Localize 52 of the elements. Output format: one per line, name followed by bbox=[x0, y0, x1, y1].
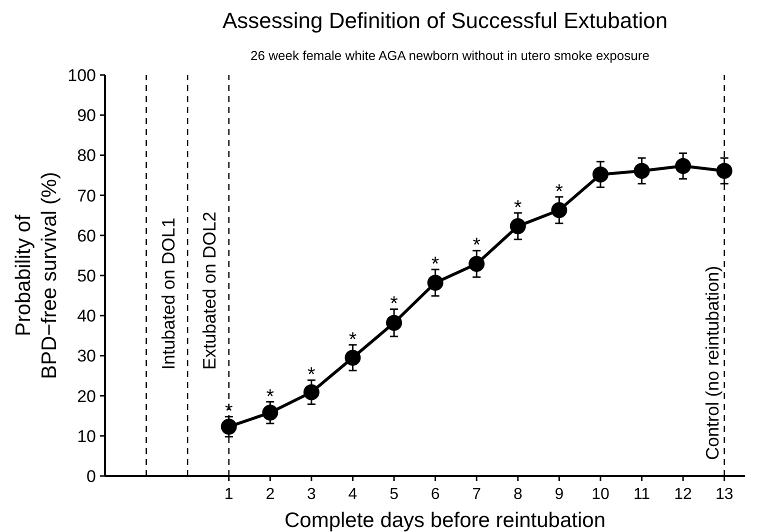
point bbox=[675, 158, 692, 174]
point bbox=[592, 166, 608, 182]
x-tick-label: 2 bbox=[266, 486, 275, 503]
y-tick-label: 100 bbox=[68, 66, 96, 85]
x-tick-label: 6 bbox=[430, 486, 440, 503]
y-tick-label: 30 bbox=[77, 346, 96, 366]
annotation: * bbox=[472, 234, 481, 257]
ref-line-label: Intubated on DOL1 bbox=[158, 218, 178, 370]
y-tick-label: 40 bbox=[77, 306, 96, 326]
annotation: * bbox=[308, 364, 316, 386]
y-tick-label: 80 bbox=[77, 146, 96, 166]
point bbox=[716, 162, 732, 179]
y-axis-title: Probability of BPD−free survival (%) bbox=[12, 172, 61, 380]
annotation: * bbox=[390, 293, 398, 316]
x-tick-label: 12 bbox=[674, 486, 692, 503]
x-axis-title: Complete days before reintubation bbox=[284, 509, 606, 532]
x-tick-label: 11 bbox=[633, 486, 650, 503]
y-tick-label: 10 bbox=[77, 426, 96, 446]
chart-subtitle: 26 week female white AGA newborn without in utero smoke exposure bbox=[250, 48, 650, 63]
x-tick-label: 1 bbox=[224, 486, 234, 503]
point bbox=[510, 218, 526, 234]
point bbox=[262, 404, 278, 421]
ref-line-label: Extubated on DOL2 bbox=[200, 212, 220, 370]
point bbox=[468, 256, 485, 272]
point bbox=[634, 162, 650, 179]
annotation: * bbox=[348, 328, 357, 351]
x-tick-label: 8 bbox=[513, 486, 522, 503]
x-tick-label: 3 bbox=[307, 486, 316, 503]
x-tick-label: 4 bbox=[348, 486, 358, 503]
x-tick-label: 7 bbox=[472, 486, 482, 503]
point bbox=[220, 418, 237, 435]
x-tick-label: 5 bbox=[390, 486, 399, 503]
y-tick-label: 0 bbox=[86, 467, 96, 486]
y-tick-label: 20 bbox=[77, 386, 96, 406]
annotation: * bbox=[431, 253, 440, 276]
x-tick-label: 13 bbox=[715, 486, 734, 503]
point bbox=[551, 202, 568, 218]
y-tick-label: 60 bbox=[77, 226, 96, 246]
y-tick-label: 50 bbox=[77, 266, 96, 286]
x-tick-label: 9 bbox=[554, 486, 564, 503]
point bbox=[427, 274, 444, 291]
chart-title: Assessing Definition of Successful Extubation bbox=[222, 8, 668, 33]
ref-line-label: Control (no reintubation) bbox=[702, 266, 722, 460]
point bbox=[344, 350, 361, 366]
annotation: * bbox=[555, 180, 564, 203]
point bbox=[386, 314, 402, 331]
annotation: * bbox=[266, 386, 274, 408]
y-tick-label: 90 bbox=[77, 106, 96, 126]
y-tick-label: 70 bbox=[77, 186, 96, 206]
x-tick-label: 10 bbox=[592, 486, 610, 503]
point bbox=[303, 384, 320, 400]
annotation: * bbox=[514, 196, 522, 219]
